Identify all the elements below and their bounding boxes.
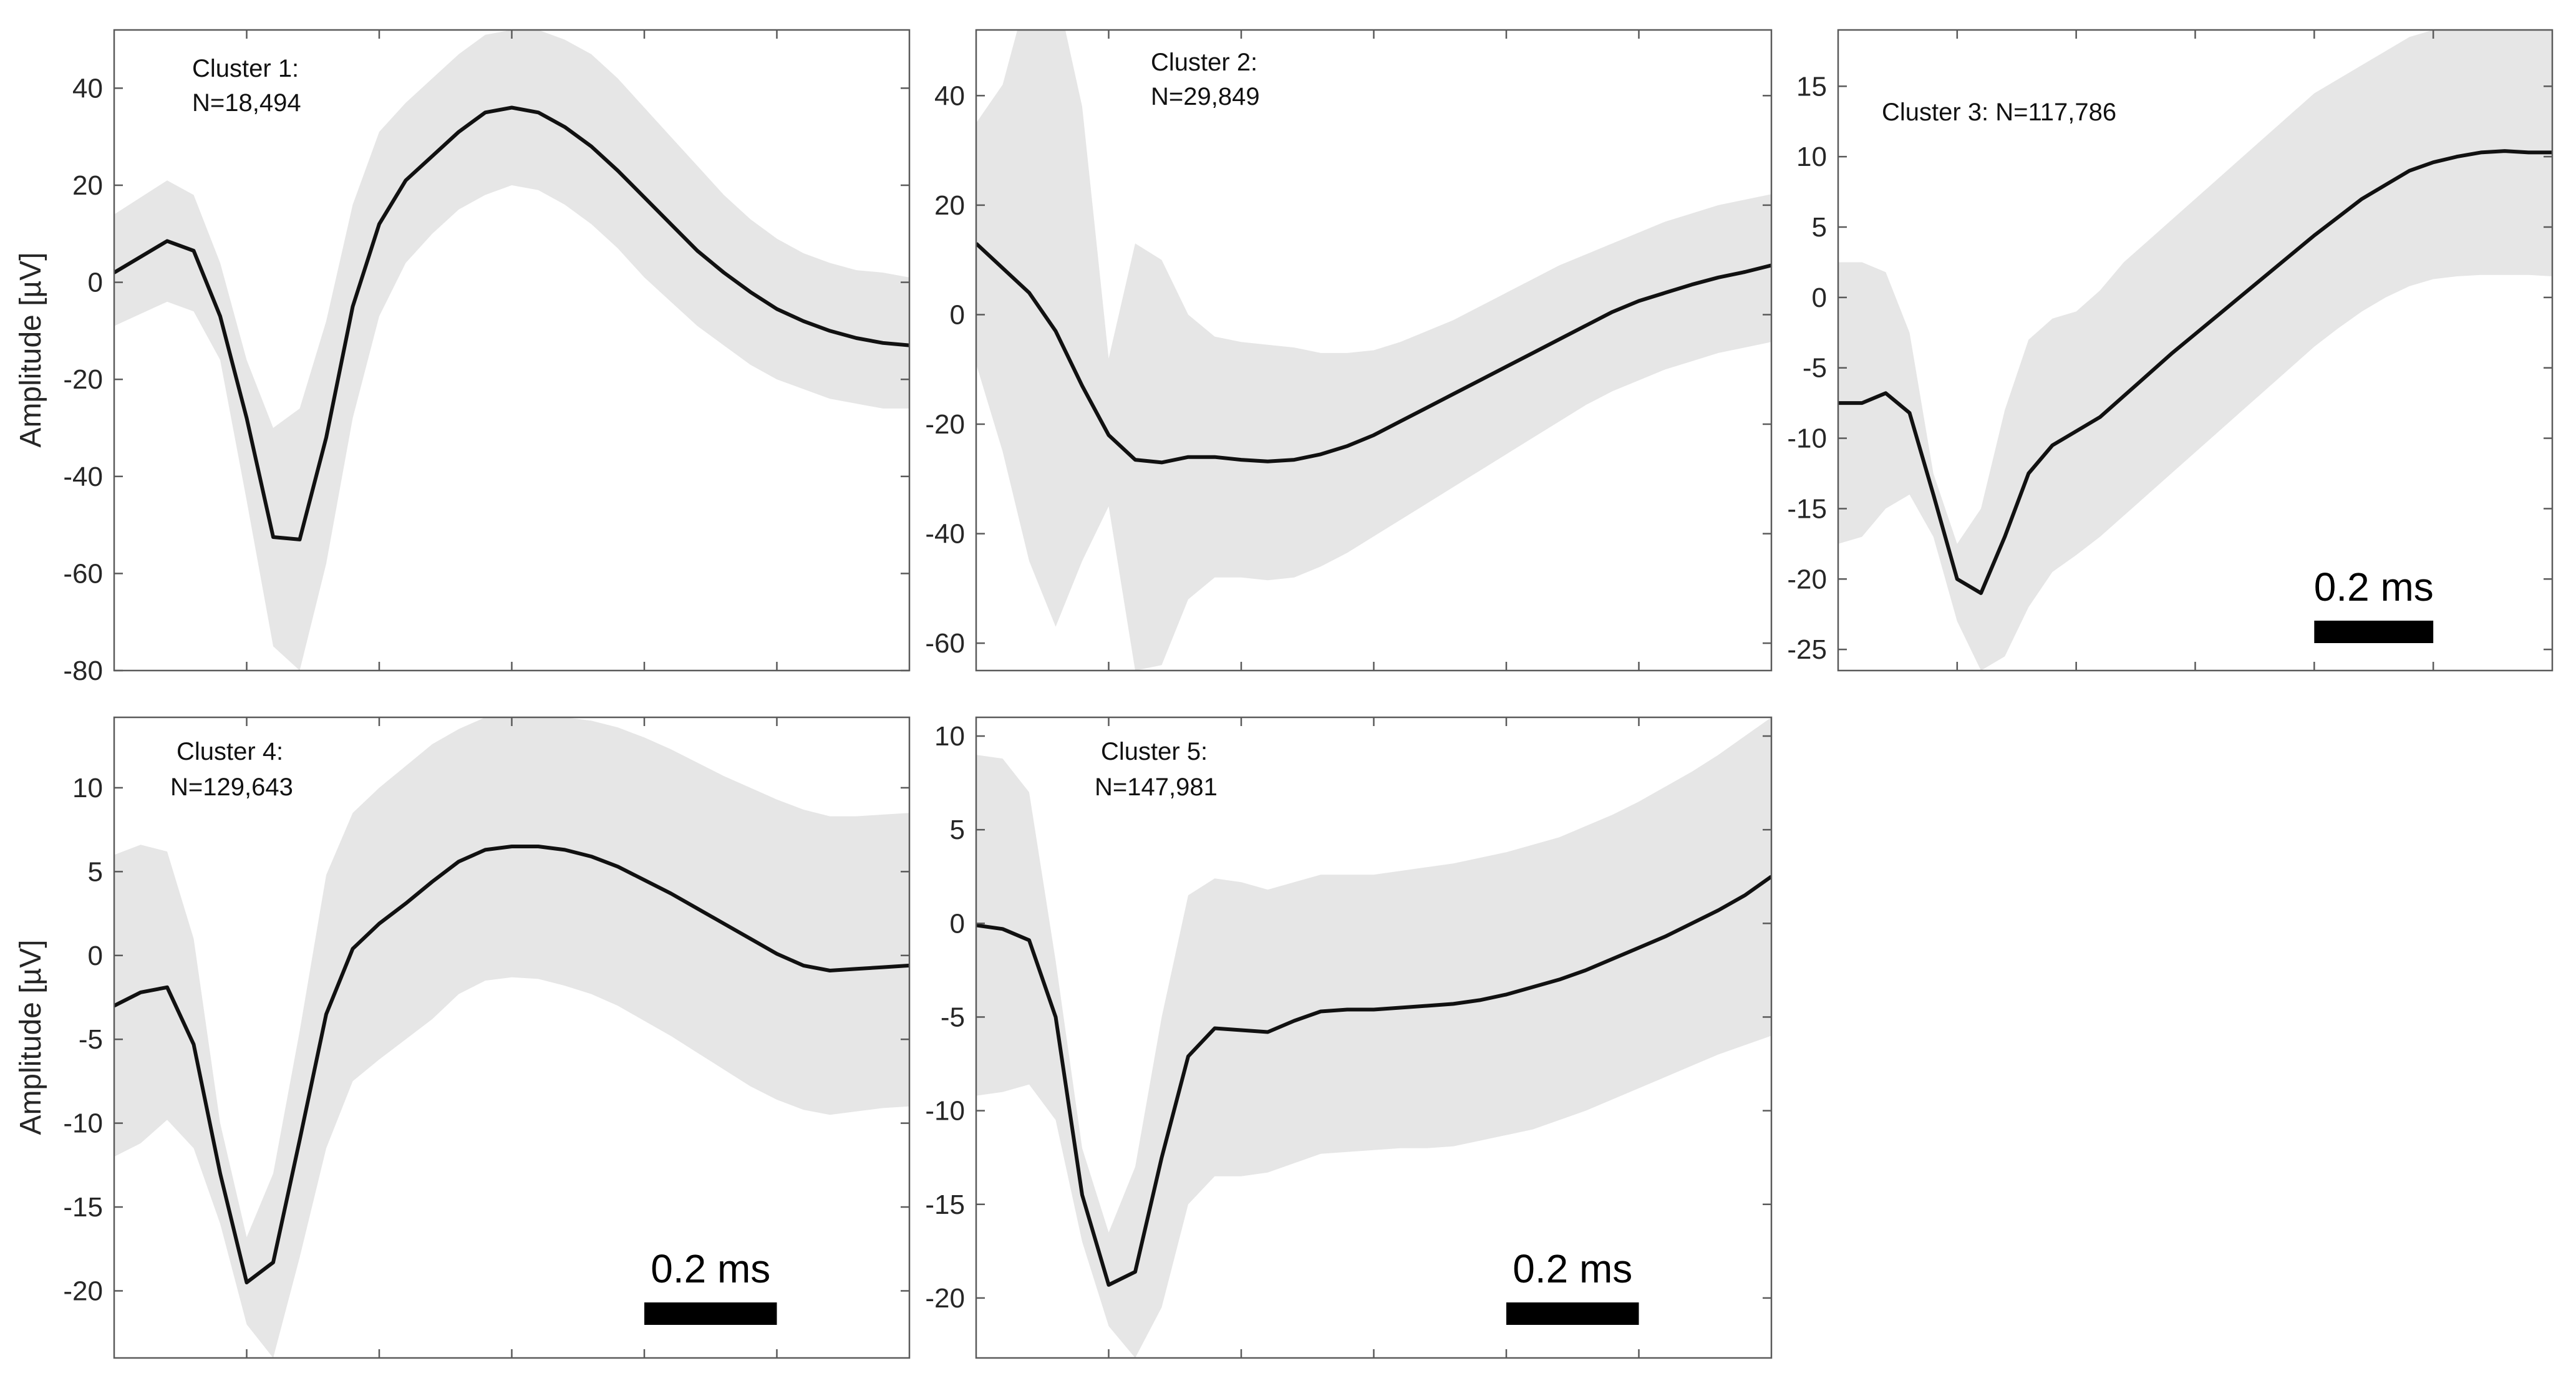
y-tick-label: 40 [72,73,103,104]
scale-bar-label: 0.2 ms [1513,1246,1632,1291]
y-tick-label: -20 [63,364,103,395]
panel-3: 15 10 5 0 -5 -10 -15 -20 -25 Cluster 3: N=117,786… [1787,29,2554,672]
y-tick-label: -20 [63,1276,103,1306]
mean-waveform-line [1838,149,2552,595]
cluster-annotation: N=147,981 [1095,773,1218,801]
y-tick-label: -5 [79,1024,103,1055]
sd-band [976,30,1771,671]
y-tick-label: -15 [1787,493,1827,524]
y-tick-label: 0 [88,941,103,971]
y-tick-label: 0 [88,268,103,298]
scale-bar-label: 0.2 ms [651,1246,770,1291]
y-tick-label: 15 [1796,71,1827,102]
y-tick-label: 10 [934,721,965,752]
cluster-annotation: Cluster 5: [1101,738,1208,765]
y-tick-label: -10 [1787,424,1827,454]
y-tick-label: 0 [950,908,965,939]
panel-5: 10 5 0 -5 -10 -15 -20 Cluster 5: N=147,981 0.2 ms [925,716,1773,1359]
y-tick-label: -40 [925,519,965,550]
sd-band [114,30,909,671]
y-tick-label: 40 [934,80,965,111]
y-tick-label: -10 [63,1108,103,1139]
y-tick-label: -60 [925,628,965,659]
y-tick-label: -60 [63,558,103,589]
cluster-annotation: Cluster 1: [192,55,299,82]
y-tick-label: 5 [1812,212,1827,243]
cluster-annotation: N=29,849 [1151,83,1260,110]
y-tick-label: 20 [72,170,103,201]
y-tick-label: -80 [63,656,103,686]
y-tick-label: -5 [941,1002,965,1032]
y-tick-label: 20 [934,190,965,221]
panel-1: 40 20 0 -20 -40 -60 -80 Cluster 1: N=18,494 Ampli… [14,29,911,686]
mean-waveform-line [976,242,1771,465]
y-tick-label: -15 [63,1192,103,1223]
panel-4: 10 5 0 -5 -10 -15 -20 Cluster 4: N=129,643 Amplit… [14,716,911,1359]
scale-bar [644,1302,777,1325]
y-tick-label: 5 [950,815,965,845]
scale-bar-label: 0.2 ms [2314,565,2434,609]
y-tick-label: -10 [925,1096,965,1127]
sd-band [114,717,909,1358]
y-tick-label: -25 [1787,634,1827,665]
scale-bar [1506,1302,1639,1325]
y-tick-label: 10 [1796,142,1827,172]
y-tick-label: 0 [950,299,965,330]
sd-band [976,717,1771,1358]
cluster-annotation: N=129,643 [170,773,293,801]
cluster-annotation: Cluster 2: [1151,49,1257,76]
cluster-annotation: Cluster 3: N=117,786 [1882,99,2116,126]
y-tick-label: -40 [63,462,103,492]
y-tick-label: -5 [1803,353,1827,384]
scale-bar [2314,621,2434,643]
y-tick-label: -20 [925,1283,965,1314]
mean-waveform-line [976,875,1771,1287]
y-tick-label: 5 [88,856,103,887]
cluster-annotation: Cluster 4: [177,738,283,765]
cluster-annotation: N=18,494 [192,89,301,117]
mean-waveform-line [114,105,909,541]
y-tick-label: 10 [72,773,103,803]
y-tick-label: -20 [925,409,965,440]
y-tick-label: 0 [1812,283,1827,313]
mean-waveform-line [114,845,909,1284]
y-tick-label: -20 [1787,564,1827,594]
y-tick-label: -15 [925,1190,965,1220]
y-axis-label: Amplitude [µV] [14,252,47,447]
y-axis-label: Amplitude [µV] [14,939,47,1135]
panel-2: 40 20 0 -20 -40 -60 Cluster 2: N=29,849 [925,29,1773,672]
